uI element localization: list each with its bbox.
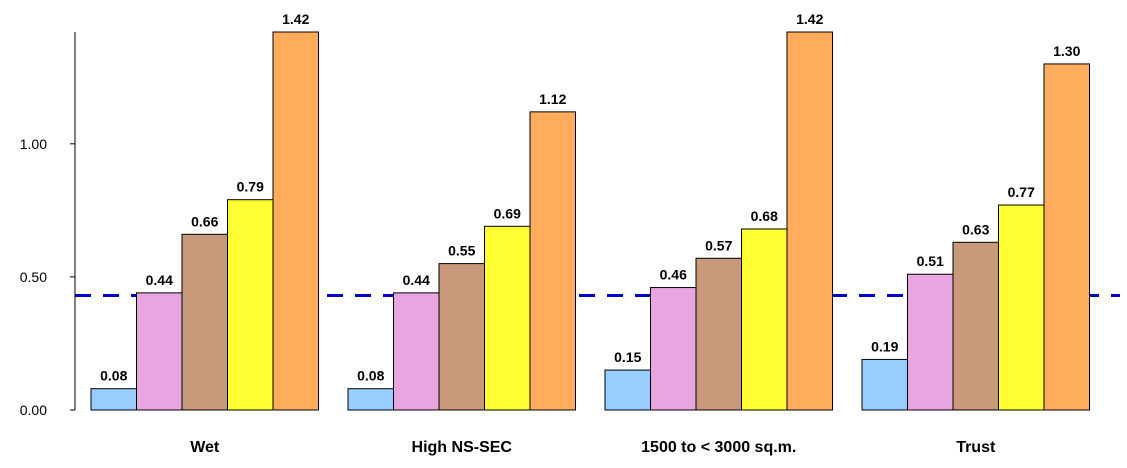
data-label: 0.44 bbox=[146, 272, 173, 288]
data-label: 1.42 bbox=[282, 11, 309, 27]
bar bbox=[695, 257, 742, 411]
data-label: 0.08 bbox=[357, 368, 384, 384]
data-label: 0.66 bbox=[191, 213, 218, 229]
category-label: Wet bbox=[190, 439, 220, 456]
data-labels-layer: 0.08 0.44 0.66 0.79 1.42 0.08 0.44 0.55 0.69 1.12… bbox=[100, 11, 1080, 384]
data-label: 0.69 bbox=[494, 205, 521, 221]
bar-group bbox=[347, 111, 576, 411]
bar bbox=[181, 233, 228, 411]
bar bbox=[136, 292, 183, 411]
data-label: 0.44 bbox=[403, 272, 430, 288]
data-label: 0.68 bbox=[751, 208, 778, 224]
bar bbox=[786, 31, 833, 411]
bar bbox=[484, 225, 531, 411]
bar bbox=[952, 241, 999, 411]
bar bbox=[272, 31, 319, 411]
bar bbox=[1043, 63, 1090, 411]
data-label: 0.79 bbox=[237, 179, 264, 195]
bar bbox=[227, 199, 274, 411]
category-label: High NS-SEC bbox=[412, 439, 513, 456]
bar bbox=[393, 292, 440, 411]
bar bbox=[861, 358, 908, 411]
bar bbox=[438, 263, 485, 411]
bar bbox=[604, 369, 651, 411]
bar-group bbox=[861, 63, 1090, 411]
y-axis: 0.00 0.50 1.00 bbox=[20, 32, 76, 418]
data-label: 0.19 bbox=[871, 338, 898, 354]
bar bbox=[907, 273, 954, 411]
bar bbox=[347, 388, 394, 411]
y-tick-label: 0.50 bbox=[20, 269, 47, 285]
y-tick-label: 0.00 bbox=[20, 402, 47, 418]
bars-layer bbox=[90, 31, 1090, 411]
data-label: 0.15 bbox=[614, 349, 641, 365]
bar bbox=[90, 388, 137, 411]
x-axis-labels: Wet High NS-SEC 1500 to < 3000 sq.m. Trust bbox=[190, 439, 996, 456]
y-tick-label: 1.00 bbox=[20, 136, 47, 152]
data-label: 0.57 bbox=[705, 237, 732, 253]
data-label: 0.08 bbox=[100, 368, 127, 384]
data-label: 0.63 bbox=[962, 221, 989, 237]
bar bbox=[650, 287, 697, 411]
data-label: 0.46 bbox=[660, 267, 687, 283]
data-label: 0.55 bbox=[448, 243, 475, 259]
category-label: 1500 to < 3000 sq.m. bbox=[641, 439, 796, 456]
data-label: 0.51 bbox=[917, 253, 944, 269]
bar bbox=[529, 111, 576, 411]
bar-group bbox=[604, 31, 833, 411]
bar bbox=[741, 228, 788, 411]
bar bbox=[998, 204, 1045, 411]
data-label: 1.42 bbox=[796, 11, 823, 27]
data-label: 1.12 bbox=[539, 91, 566, 107]
category-label: Trust bbox=[956, 439, 996, 456]
data-label: 0.77 bbox=[1008, 184, 1035, 200]
bar-group bbox=[90, 31, 319, 411]
data-label: 1.30 bbox=[1053, 43, 1080, 59]
